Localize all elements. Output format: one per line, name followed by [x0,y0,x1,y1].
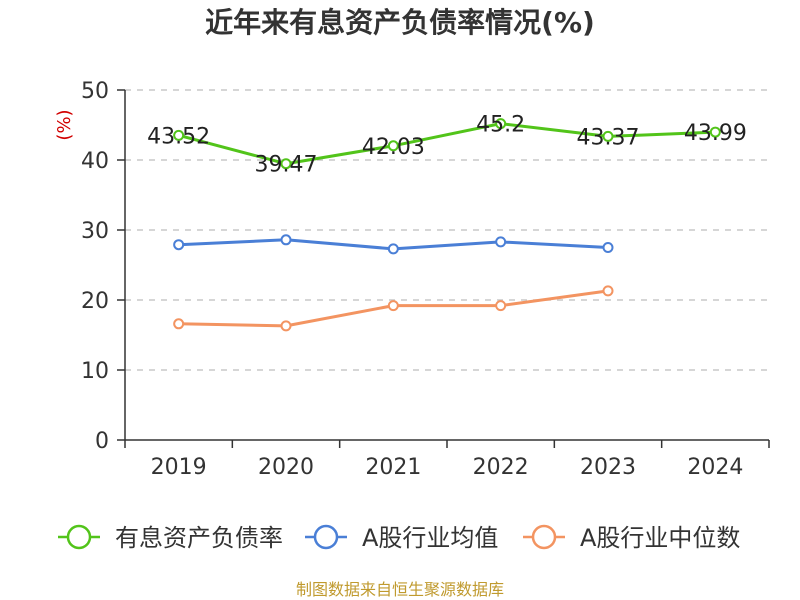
y-axis-tick-label: 40 [81,149,109,174]
legend: 有息资产负债率 A股行业均值 A股行业中位数 [58,524,740,552]
series-layer [173,118,721,332]
data-label: 43.37 [577,125,640,150]
x-axis-tick-label: 2019 [151,455,207,480]
x-axis-tick-label: 2020 [258,455,314,480]
source-note: 制图数据来自恒生聚源数据库 [296,580,504,599]
data-label: 43.52 [147,124,210,149]
data-label: 39.47 [255,153,318,178]
data-point [387,140,399,152]
x-axis-tick-label: 2024 [687,455,743,480]
y-axis-tick-label: 50 [81,79,109,104]
y-axis-tick-label: 0 [95,429,109,454]
x-axis-tick-label: 2023 [580,455,636,480]
legend-label: A股行业中位数 [580,524,740,552]
legend-circle-marker [313,524,339,550]
gridlines [125,89,769,371]
data-label: 45.2 [476,113,525,138]
series-line [177,122,717,166]
data-point [495,118,507,130]
legend-item: A股行业均值 [305,524,498,552]
data-labels: 43.52 39.47 42.03 45.2 43.37 43.99 [147,113,747,178]
data-point [280,234,292,246]
legend-circle-marker [531,524,557,550]
y-axis-tick-label: 20 [81,289,109,314]
legend-item: 有息资产负债率 [58,524,283,552]
data-point [495,236,507,248]
data-point [709,126,721,138]
data-point [387,300,399,312]
legend-label: A股行业均值 [362,524,498,552]
data-label: 42.03 [362,135,425,160]
data-point [173,129,185,141]
data-point [602,130,614,142]
legend-label: 有息资产负债率 [115,524,283,552]
axes: 0 10 20 30 40 50 2019 2020 2021 2022 2023 2024 [81,79,770,480]
y-axis-unit-label: (%) [54,109,75,140]
data-point [280,320,292,332]
x-axis-tick-label: 2021 [365,455,421,480]
y-axis-tick-label: 30 [81,219,109,244]
data-point [173,318,185,330]
data-point [495,300,507,312]
legend-item: A股行业中位数 [523,524,740,552]
data-point [387,243,399,255]
data-point [602,285,614,297]
data-point [602,242,614,253]
x-axis-tick-label: 2022 [473,455,529,480]
y-axis-tick-label: 10 [81,359,109,384]
data-point [173,239,185,251]
legend-circle-marker [66,524,92,550]
data-label: 43.99 [684,121,747,146]
chart-title: 近年来有息资产负债率情况(%) [205,6,595,39]
data-point [280,158,292,170]
